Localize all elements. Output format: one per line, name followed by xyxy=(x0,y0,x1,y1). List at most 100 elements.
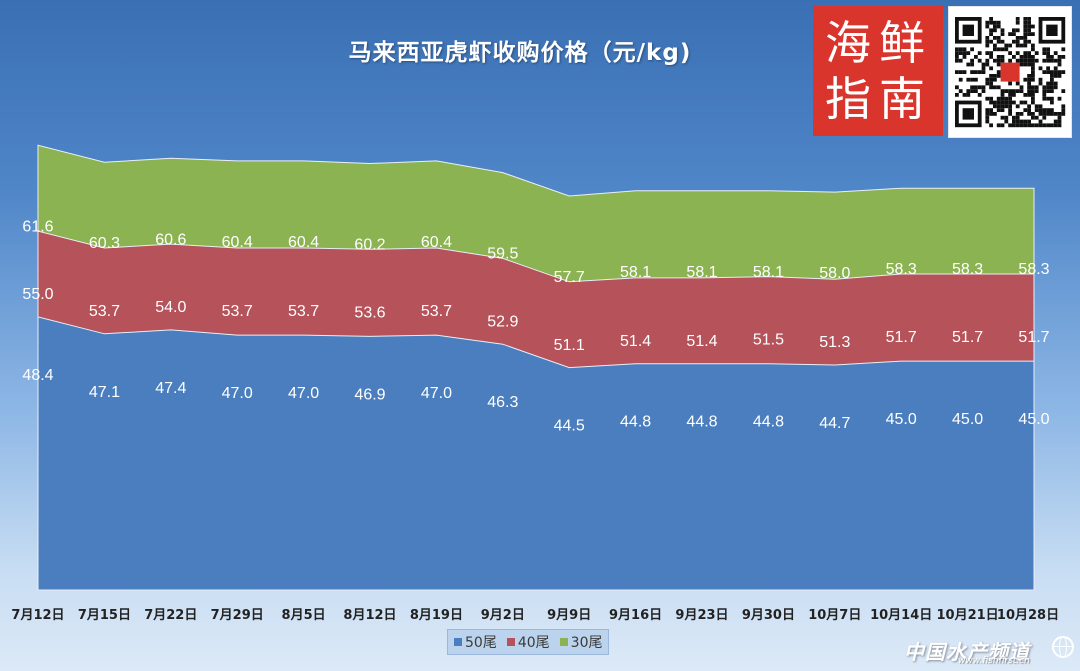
qr-module xyxy=(989,32,993,36)
qr-module xyxy=(1050,112,1054,116)
qr-module xyxy=(993,47,997,52)
qr-module xyxy=(1042,89,1047,93)
qr-module xyxy=(996,96,1001,101)
x-tick-label: 7月29日 xyxy=(211,608,264,623)
x-tick-label: 10月14日 xyxy=(870,608,932,623)
qr-module xyxy=(1023,77,1028,82)
qr-module xyxy=(1038,81,1043,86)
qr-module xyxy=(989,81,993,86)
qr-module xyxy=(1023,62,1028,67)
qr-module xyxy=(989,20,993,25)
qr-module xyxy=(1050,89,1054,93)
qr-module xyxy=(1000,108,1005,112)
qr-module xyxy=(1027,77,1031,82)
qr-module xyxy=(1031,112,1035,116)
series-areas xyxy=(37,144,1035,591)
qr-module xyxy=(996,104,1001,109)
data-label: 51.7 xyxy=(1018,329,1049,346)
qr-module xyxy=(985,108,990,112)
qr-module xyxy=(1046,58,1050,63)
qr-module xyxy=(985,39,990,44)
qr-module xyxy=(1050,81,1054,86)
data-label: 54.0 xyxy=(155,299,186,316)
data-label: 60.4 xyxy=(421,234,452,251)
qr-module xyxy=(1000,58,1005,63)
data-label: 46.3 xyxy=(487,394,518,411)
logo-char: 海 xyxy=(825,16,871,70)
qr-module xyxy=(993,58,997,63)
qr-module xyxy=(1012,28,1016,33)
qr-module xyxy=(1023,55,1028,59)
qr-module xyxy=(1050,108,1054,112)
qr-module xyxy=(996,85,1001,90)
qr-module xyxy=(1034,51,1039,55)
qr-module xyxy=(985,62,990,67)
qr-module xyxy=(1053,85,1058,90)
qr-module xyxy=(1042,93,1047,97)
x-tick-label: 9月30日 xyxy=(742,608,795,623)
qr-module xyxy=(974,77,978,82)
qr-module xyxy=(1061,112,1066,116)
qr-module xyxy=(1000,100,1005,105)
qr-finder xyxy=(962,24,974,36)
qr-module xyxy=(970,77,974,82)
qr-module xyxy=(993,77,997,82)
qr-module xyxy=(1019,119,1024,124)
qr-module xyxy=(1061,108,1066,112)
data-label: 58.0 xyxy=(819,265,850,282)
data-label: 61.6 xyxy=(22,218,53,235)
qr-module xyxy=(1053,58,1058,63)
qr-module xyxy=(996,58,1001,63)
data-label: 53.7 xyxy=(89,303,120,320)
qr-module xyxy=(1050,123,1054,128)
qr-module xyxy=(1038,123,1043,128)
data-label: 55.0 xyxy=(22,286,53,303)
area-50wei xyxy=(37,316,1035,591)
data-label: 47.0 xyxy=(288,385,319,402)
qr-module xyxy=(1012,119,1016,124)
qr-module xyxy=(989,112,993,116)
qr-module xyxy=(996,123,1001,128)
qr-module xyxy=(1027,93,1031,97)
qr-module xyxy=(981,85,986,90)
qr-module xyxy=(989,77,993,82)
qr-module xyxy=(989,123,993,128)
brand-logo: 海 鲜 指 南 xyxy=(813,6,943,136)
qr-module xyxy=(1015,58,1020,63)
qr-module xyxy=(958,58,963,63)
qr-module xyxy=(1046,108,1050,112)
qr-module xyxy=(996,47,1001,52)
qr-module xyxy=(1057,74,1062,78)
x-tick-label: 9月23日 xyxy=(675,608,728,623)
qr-module xyxy=(985,36,990,40)
logo-char: 南 xyxy=(879,72,925,126)
qr-module xyxy=(1042,112,1047,116)
x-tick-label: 10月28日 xyxy=(997,608,1059,623)
data-label: 53.7 xyxy=(222,303,253,320)
qr-code xyxy=(948,6,1072,138)
qr-module xyxy=(1008,89,1012,93)
legend-label: 30尾 xyxy=(570,635,603,651)
legend-label: 50尾 xyxy=(465,635,497,651)
qr-module xyxy=(958,51,963,55)
qr-module xyxy=(1004,104,1009,109)
watermark-url: www.fishfirst.cn xyxy=(958,656,1030,666)
qr-module xyxy=(1027,24,1031,29)
qr-module xyxy=(1023,123,1028,128)
qr-module xyxy=(989,108,993,112)
data-label: 58.1 xyxy=(686,264,717,281)
qr-module xyxy=(1023,39,1028,44)
qr-module xyxy=(1057,96,1062,101)
qr-module xyxy=(1057,62,1062,67)
qr-module xyxy=(1027,89,1031,93)
qr-module xyxy=(996,20,1001,25)
qr-module xyxy=(1057,112,1062,116)
qr-module xyxy=(1012,39,1016,44)
qr-module xyxy=(1004,89,1009,93)
qr-module xyxy=(1023,17,1028,21)
qr-module xyxy=(1027,58,1031,63)
qr-finder xyxy=(962,108,974,120)
qr-module xyxy=(989,85,993,90)
qr-module xyxy=(1008,123,1012,128)
qr-module xyxy=(1038,77,1043,82)
